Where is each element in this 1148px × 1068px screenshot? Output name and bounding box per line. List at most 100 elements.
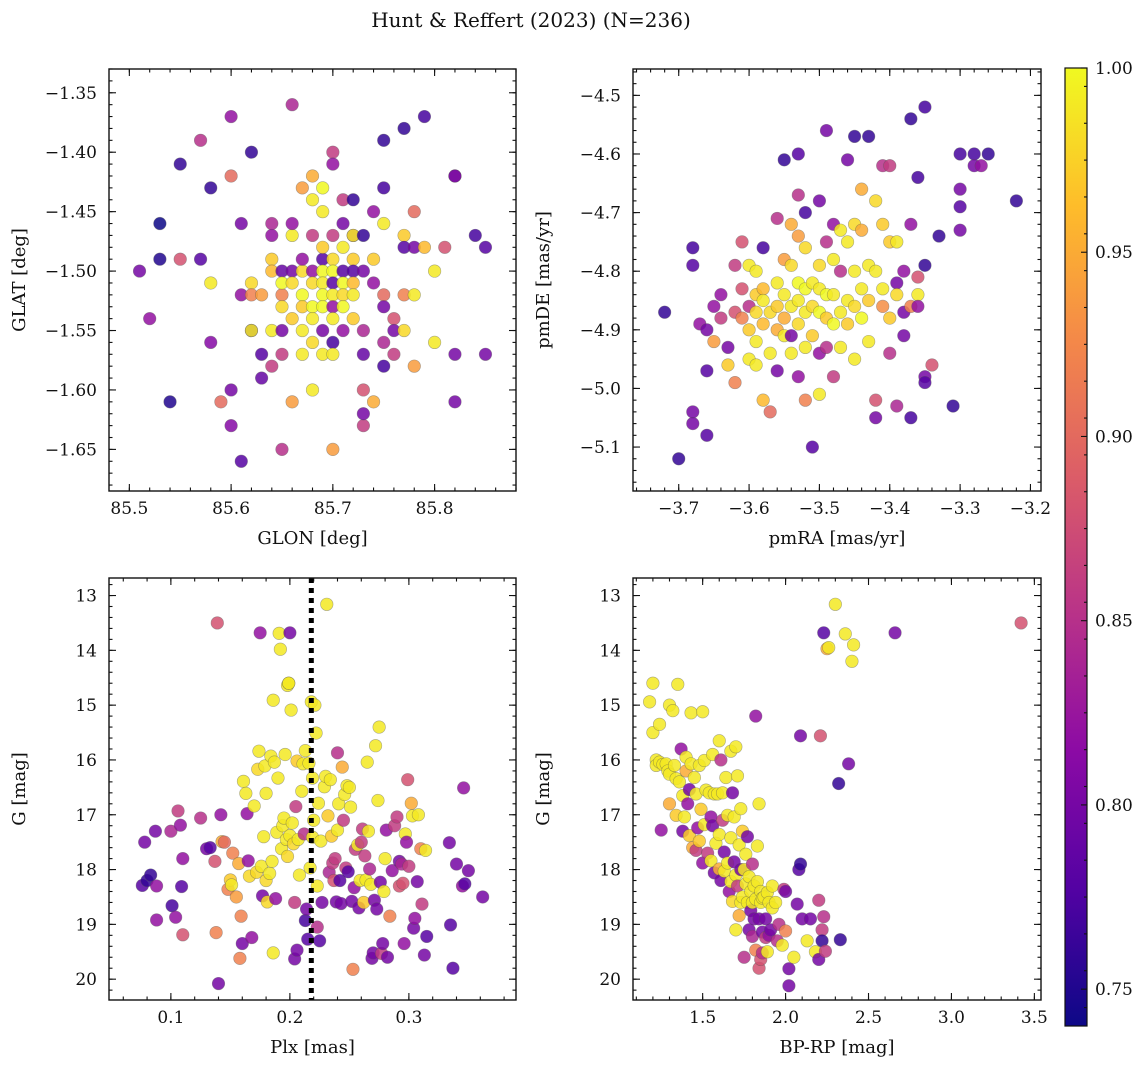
scatter-point xyxy=(132,264,147,278)
scatter-point xyxy=(366,205,381,219)
scatter-point xyxy=(729,923,743,937)
scatter-point xyxy=(833,223,848,237)
scatter-point xyxy=(285,216,299,231)
scatter-point xyxy=(164,824,178,838)
scatter-point xyxy=(840,317,855,331)
scatter-point xyxy=(468,228,482,243)
scatter-point xyxy=(305,169,320,183)
scatter-point xyxy=(782,962,796,976)
scatter-point xyxy=(214,808,228,822)
scatter-point xyxy=(784,329,798,343)
scatter-point xyxy=(285,228,299,243)
scatter-point xyxy=(377,359,391,373)
scatter-point xyxy=(749,358,763,372)
scatter-point xyxy=(749,334,763,349)
y-tick-label: −4.5 xyxy=(580,86,621,106)
scatter-point xyxy=(208,854,222,868)
scatter-point xyxy=(346,193,360,207)
scatter-point xyxy=(336,300,350,314)
scatter-point xyxy=(266,946,280,960)
scatter-point xyxy=(438,240,452,254)
colorbar-tick-label: 1.00 xyxy=(1095,59,1133,79)
x-tick-label: 1.5 xyxy=(689,1008,716,1028)
scatter-point xyxy=(366,395,381,409)
scatter-point xyxy=(974,159,988,173)
scatter-point xyxy=(911,170,925,185)
scatter-point xyxy=(721,340,735,355)
colorbar: 0.75 0.80 0.85 0.90 0.95 1.00 xyxy=(1064,59,1133,1027)
scatter-point xyxy=(326,145,340,159)
scatter-point xyxy=(714,311,728,325)
scatter-point xyxy=(377,288,391,302)
scatter-point xyxy=(658,305,672,319)
scatter-point xyxy=(310,920,324,934)
scatter-point xyxy=(700,364,714,378)
scatter-point xyxy=(358,849,372,863)
x-tick-label: −3.7 xyxy=(658,499,699,519)
scatter-point xyxy=(285,312,299,326)
figure-title: Hunt & Reffert (2023) (N=236) xyxy=(371,8,691,32)
scatter-point xyxy=(354,835,368,849)
y-axis-label: GLAT [deg] xyxy=(9,228,30,332)
x-tick-label: 0.2 xyxy=(276,1008,303,1028)
scatter-point xyxy=(244,276,259,290)
scatter-point xyxy=(380,950,395,964)
scatter-point xyxy=(847,264,862,278)
scatter-point xyxy=(387,347,401,361)
scatter-point xyxy=(672,775,687,789)
scatter-point xyxy=(890,399,904,413)
scatter-point xyxy=(266,693,280,707)
scatter-point xyxy=(749,305,763,319)
scatter-point xyxy=(787,950,801,964)
scatter-point xyxy=(791,370,805,384)
scatter-point xyxy=(346,962,360,976)
scatter-point xyxy=(897,264,911,278)
scatter-point xyxy=(285,98,299,112)
scatter-point xyxy=(847,299,862,313)
scatter-point xyxy=(478,240,493,254)
scatter-point xyxy=(798,205,812,220)
scatter-point xyxy=(153,216,167,231)
scatter-point xyxy=(888,626,902,640)
scatter-point xyxy=(173,252,187,266)
scatter-point xyxy=(326,335,340,350)
scatter-point xyxy=(174,879,189,894)
scatter-point xyxy=(336,240,350,254)
scatter-point xyxy=(763,405,777,419)
y-tick-label: 14 xyxy=(75,641,97,661)
scatter-point xyxy=(356,228,370,243)
scatter-point xyxy=(316,323,330,338)
scatter-point xyxy=(263,866,277,881)
scatter-point xyxy=(826,288,841,302)
scatter-point xyxy=(791,188,805,202)
scatter-point xyxy=(904,217,918,231)
scatter-point xyxy=(729,740,743,754)
colorbar-tick-label: 0.75 xyxy=(1095,980,1133,1000)
scatter-point xyxy=(320,597,334,611)
scatter-point xyxy=(241,854,255,868)
scatter-point xyxy=(193,133,208,147)
scatter-point xyxy=(686,405,700,419)
scatter-point xyxy=(346,252,360,266)
scatter-point xyxy=(953,223,967,237)
y-tick-label: 17 xyxy=(75,806,97,826)
scatter-point xyxy=(694,802,708,816)
scatter-point xyxy=(265,854,279,868)
points-color-magnitude xyxy=(642,597,1028,993)
scatter-point xyxy=(211,976,226,991)
scatter-point xyxy=(247,799,261,813)
scatter-point xyxy=(476,890,490,904)
scatter-point xyxy=(719,770,733,785)
y-tick-label: −4.8 xyxy=(580,262,621,282)
scatter-point xyxy=(784,346,798,360)
y-tick-label: −1.50 xyxy=(45,262,97,282)
scatter-point xyxy=(224,169,238,183)
points-sky xyxy=(132,98,493,468)
scatter-point xyxy=(442,836,456,850)
scatter-point xyxy=(869,411,883,425)
scatter-point xyxy=(253,626,267,640)
scatter-point xyxy=(739,847,753,861)
panel-color-magnitude: 1.5 2.0 2.5 3.0 3.5 13 14 15 16 17 18 19 20 BP-RP [ma… xyxy=(533,577,1048,1058)
scatter-point xyxy=(687,770,701,785)
scatter-point xyxy=(897,329,911,343)
